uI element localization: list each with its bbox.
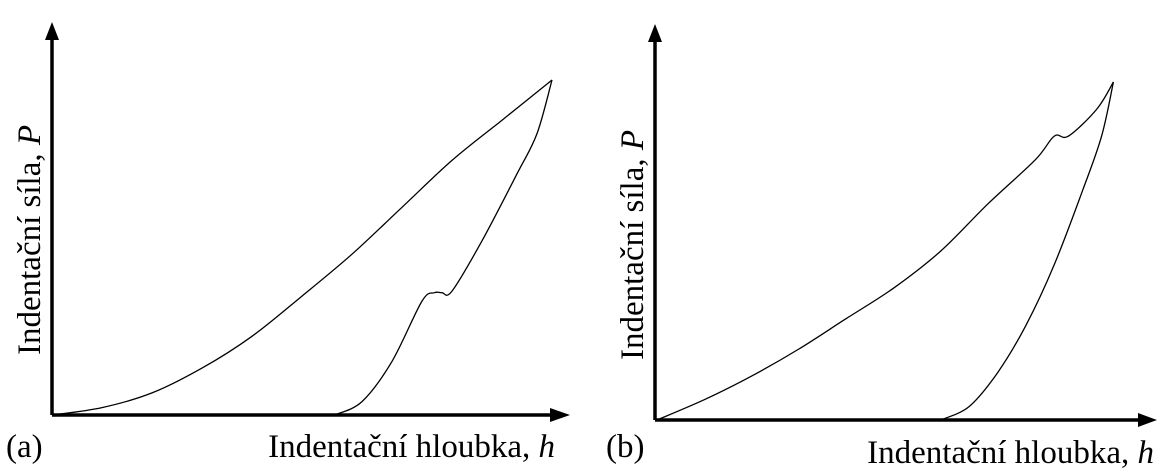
panel-b-y-arrowhead [648, 24, 662, 42]
panel-a-x-axis-label: Indentační hloubka, h [268, 429, 555, 465]
panel-b-unloading-curve [940, 81, 1115, 421]
panel-a-unloading-curve [334, 79, 553, 416]
panel-b-loading-curve [656, 81, 1114, 421]
panel-b-label: (b) [606, 429, 644, 465]
panel-a-y-arrowhead [45, 22, 59, 40]
panel-a-ylabel-text: Indentační síla, [12, 145, 48, 355]
panel-b-y-axis-label: Indentační síla, P [615, 130, 651, 360]
panel-b-x-arrowhead [1138, 413, 1157, 427]
panel-a-x-arrowhead [550, 408, 570, 422]
panel-b-ylabel-var: P [615, 130, 651, 151]
panel-a-ylabel-var: P [12, 125, 48, 146]
panel-a-xlabel-text: Indentační hloubka, [268, 429, 538, 465]
panel-b: Indentační síla, P Indentační hloubka, h… [606, 24, 1157, 469]
panel-a-label: (a) [6, 429, 43, 465]
panel-a: Indentační síla, P Indentační hloubka, h… [6, 22, 570, 465]
panel-b-ylabel-text: Indentační síla, [615, 150, 651, 360]
panel-a-xlabel-var: h [539, 429, 556, 465]
panel-b-xlabel-var: h [1138, 435, 1155, 469]
panel-b-x-axis-label: Indentační hloubka, h [867, 435, 1154, 469]
panel-b-xlabel-text: Indentační hloubka, [867, 435, 1137, 469]
panel-a-loading-curve [51, 79, 553, 416]
panel-a-y-axis-label: Indentační síla, P [12, 125, 48, 355]
